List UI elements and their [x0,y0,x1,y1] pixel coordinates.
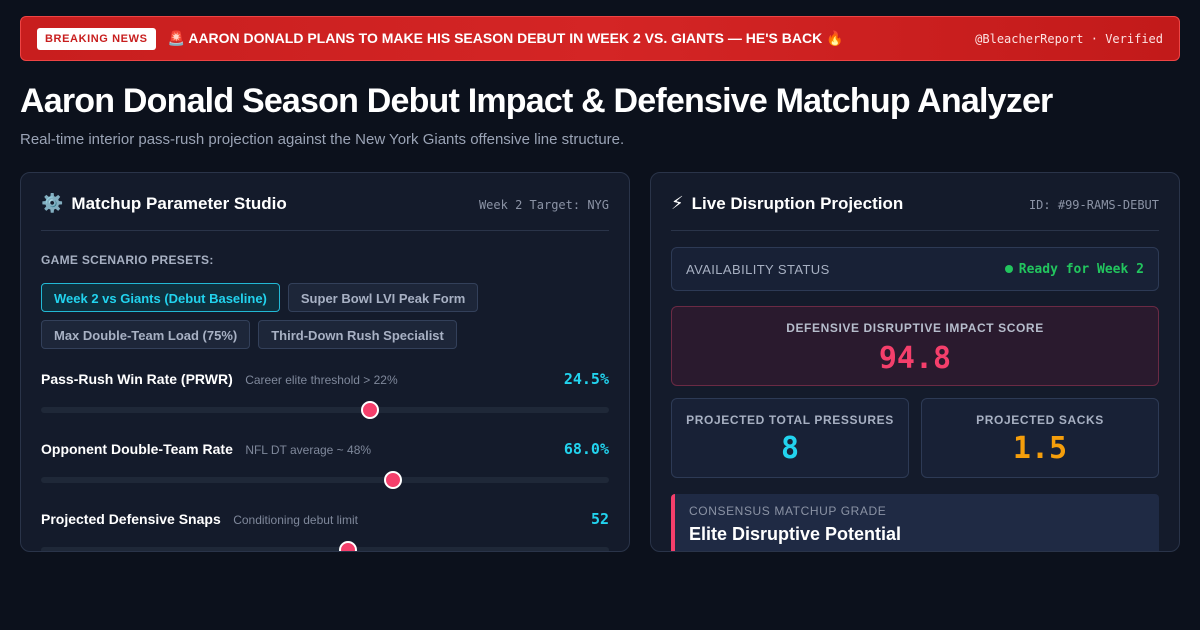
live-disruption-projection-card: ⚡ Live Disruption Projection ID: #99-RAM… [650,172,1180,552]
param-hint: NFL DT average ~ 48% [245,443,372,457]
param-value: 24.5% [563,370,609,388]
param-name: Projected Defensive Snaps [41,511,221,527]
snaps-slider[interactable] [41,541,609,551]
prwr-slider-thumb[interactable] [361,401,380,419]
pressures-label: PROJECTED TOTAL PRESSURES [686,413,894,427]
presets-label: GAME SCENARIO PRESETS: [41,253,214,267]
param-double-team: Opponent Double-Team Rate NFL DT average… [41,440,609,489]
impact-score-value: 94.8 [878,341,952,376]
pressures-stat: PROJECTED TOTAL PRESSURES 8 [671,398,909,478]
projection-title-text: Live Disruption Projection [691,193,904,213]
projection-id-meta: ID: #99-RAMS-DEBUT [1028,198,1159,212]
breaking-news-banner: BREAKING NEWS 🚨 AARON DONALD PLANS TO MA… [20,16,1180,61]
studio-title: ⚙️ Matchup Parameter Studio [41,193,287,214]
param-snaps: Projected Defensive Snaps Conditioning d… [41,510,609,551]
pressures-value: 8 [780,431,800,466]
param-value: 52 [590,510,609,528]
param-prwr: Pass-Rush Win Rate (PRWR) Career elite t… [41,370,609,419]
availability-status-value: Ready for Week 2 [1004,261,1144,277]
availability-status-label: AVAILABILITY STATUS [686,261,830,277]
projection-header: ⚡ Live Disruption Projection ID: #99-RAM… [671,193,1159,231]
matchup-grade-label: CONSENSUS MATCHUP GRADE [689,504,887,518]
matchup-grade-value: Elite Disruptive Potential [689,524,902,544]
prwr-slider[interactable] [41,401,609,419]
param-name: Pass-Rush Win Rate (PRWR) [41,371,233,387]
preset-superbowl-peak-button[interactable]: Super Bowl LVI Peak Form [287,283,479,312]
status-dot-icon [1004,265,1013,273]
breaking-headline[interactable]: 🚨 AARON DONALD PLANS TO MAKE HIS SEASON … [167,30,844,46]
matchup-parameter-studio-card: ⚙️ Matchup Parameter Studio Week 2 Targe… [20,172,630,552]
matchup-grade-box: CONSENSUS MATCHUP GRADE Elite Disruptive… [671,494,1159,551]
lightning-icon: ⚡ [671,193,684,213]
param-name: Opponent Double-Team Rate [41,441,233,457]
impact-score-box: DEFENSIVE DISRUPTIVE IMPACT SCORE 94.8 [671,306,1159,386]
sacks-value: 1.5 [1012,431,1068,466]
preset-max-double-team-button[interactable]: Max Double-Team Load (75%) [41,320,251,349]
page-subtitle: Real-time interior pass-rush projection … [20,131,625,148]
sacks-stat: PROJECTED SACKS 1.5 [921,398,1159,478]
double-team-slider-thumb[interactable] [384,471,403,489]
availability-status: AVAILABILITY STATUS Ready for Week 2 [671,247,1159,291]
breaking-news-badge: BREAKING NEWS [37,27,156,50]
studio-target-meta: Week 2 Target: NYG [478,198,609,212]
preset-week2-giants-button[interactable]: Week 2 vs Giants (Debut Baseline) [41,283,280,312]
snaps-slider-thumb[interactable] [338,541,357,551]
studio-header: ⚙️ Matchup Parameter Studio Week 2 Targe… [41,193,609,231]
param-hint: Conditioning debut limit [233,513,358,527]
preset-third-down-button[interactable]: Third-Down Rush Specialist [258,320,457,349]
studio-title-text: Matchup Parameter Studio [71,193,287,213]
param-hint: Career elite threshold > 22% [245,373,398,387]
preset-list: Week 2 vs Giants (Debut Baseline) Super … [41,283,601,349]
projection-title: ⚡ Live Disruption Projection [671,193,903,214]
double-team-slider[interactable] [41,471,609,489]
param-value: 68.0% [563,440,609,458]
source-handle[interactable]: @BleacherReport · Verified [975,31,1163,46]
status-value-text: Ready for Week 2 [1018,261,1144,277]
page-title: Aaron Donald Season Debut Impact & Defen… [20,82,1053,120]
sacks-label: PROJECTED SACKS [976,413,1104,427]
impact-score-label: DEFENSIVE DISRUPTIVE IMPACT SCORE [786,321,1044,335]
gear-icon: ⚙️ [41,193,64,213]
